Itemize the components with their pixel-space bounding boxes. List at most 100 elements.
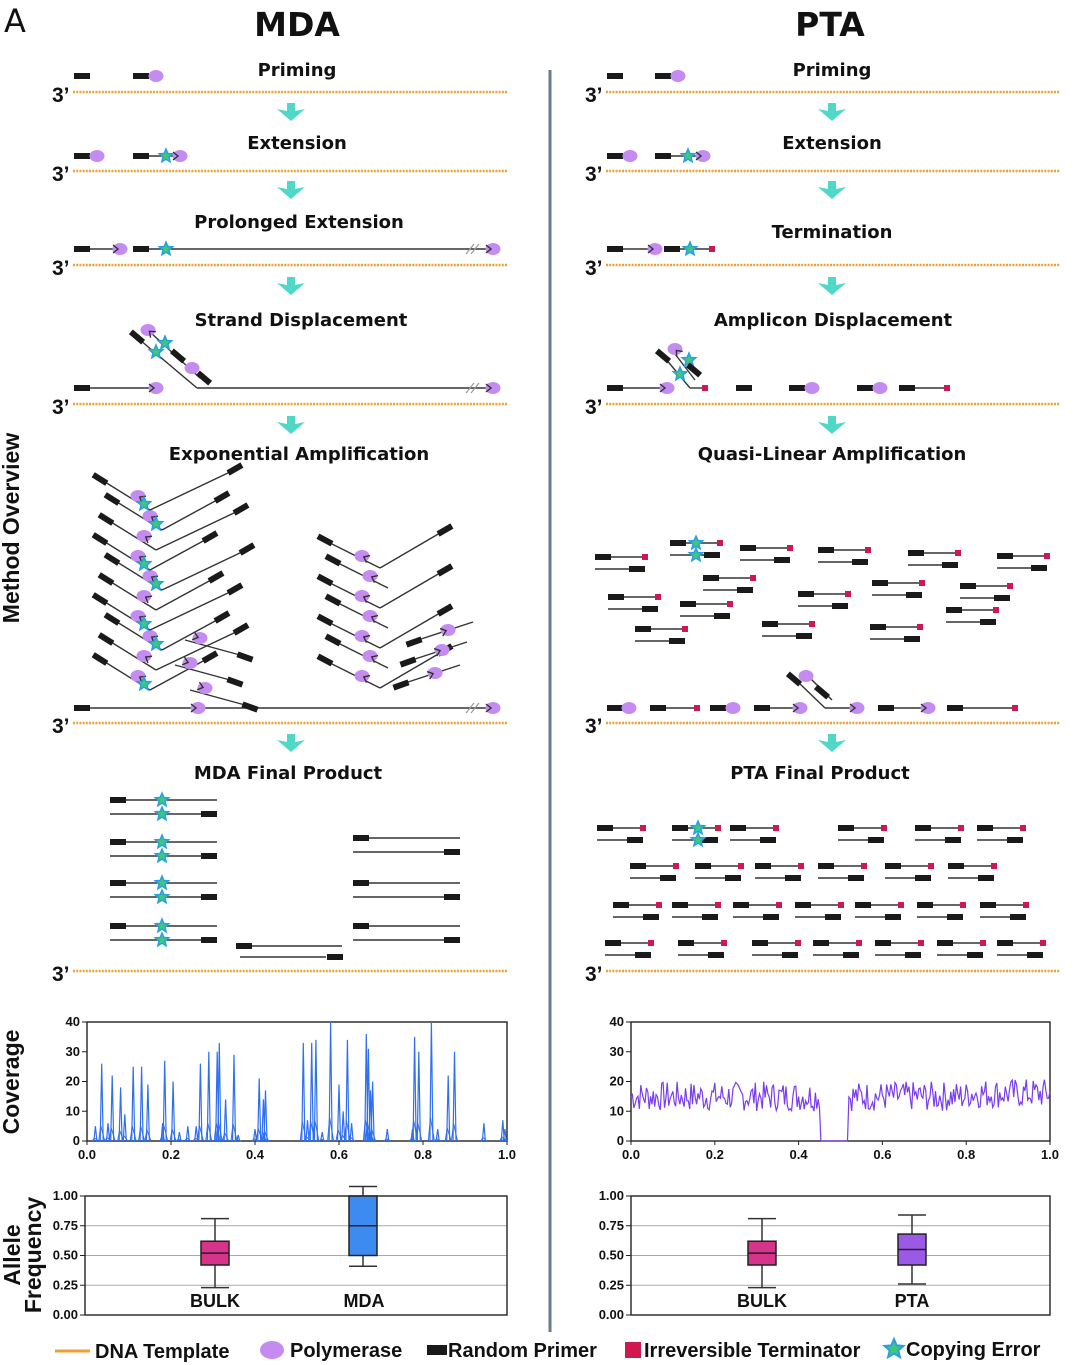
x-tick-label: 0.0 [622, 1147, 640, 1162]
three-prime-label: 3’ [585, 963, 603, 986]
coverage-peak [177, 1131, 182, 1142]
star-icon [147, 343, 165, 360]
star-icon [157, 240, 175, 257]
primer-icon [737, 587, 753, 593]
polymerase-icon [621, 702, 637, 714]
coverage-peak [345, 1039, 350, 1142]
polymerase-icon [130, 610, 146, 622]
primer-icon [642, 606, 658, 612]
coverage-peak-base [117, 1128, 125, 1142]
terminator-icon [773, 825, 779, 831]
primer-icon [1027, 952, 1043, 958]
mda-step-strand-displacement: Strand Displacement [195, 310, 408, 331]
strand-line [155, 631, 237, 671]
box-label-mda: MDA [344, 1291, 385, 1311]
primer-icon [201, 530, 219, 544]
x-tick-label: 1.0 [498, 1147, 516, 1162]
terminator-icon [856, 940, 862, 946]
primer-icon [885, 914, 901, 920]
polymerase-icon [362, 570, 378, 582]
terminator-icon [881, 825, 887, 831]
primer-icon [714, 613, 730, 619]
y-tick-label: 0.25 [53, 1277, 78, 1292]
y-tick-label: 0.50 [53, 1248, 78, 1263]
primer-icon [977, 825, 993, 831]
polymerase-icon [798, 670, 814, 682]
polymerase-icon [872, 382, 888, 394]
primer-icon [736, 385, 752, 391]
terminator-icon [991, 863, 997, 869]
coverage-peak [145, 1084, 150, 1142]
primer-icon [942, 562, 958, 568]
primer-icon [201, 853, 217, 859]
mda-step-prolonged-extension: Prolonged Extension [194, 212, 404, 233]
terminator-icon [865, 547, 871, 553]
coverage-peak [341, 1111, 346, 1142]
primer-icon [74, 153, 90, 159]
primer-icon [238, 542, 256, 556]
y-tick-label: 20 [66, 1074, 80, 1089]
coverage-peak-base [144, 1127, 152, 1142]
coverage-peak-base [348, 1136, 355, 1142]
star-icon [153, 874, 171, 891]
chart-frame [630, 1021, 1051, 1142]
primer-icon [236, 943, 252, 949]
down-arrow-icon [818, 181, 846, 199]
coverage-peak-base [169, 1128, 177, 1142]
terminator-icon [944, 385, 950, 391]
coverage-peak-base [434, 1137, 441, 1142]
primer-icon [785, 671, 803, 687]
down-arrow-icon [818, 734, 846, 752]
coverage-peak [231, 1054, 237, 1142]
polymerase-icon [130, 670, 146, 682]
arrowhead-icon [112, 244, 120, 254]
primer-icon [655, 73, 671, 79]
down-arrow-icon [277, 181, 305, 199]
strand-line [149, 539, 206, 571]
pta-step-final-product: PTA Final Product [730, 763, 910, 784]
terminator-icon [721, 940, 727, 946]
polymerase-icon [184, 362, 200, 374]
primer-icon [947, 914, 963, 920]
arrowhead-icon [792, 703, 800, 713]
coverage-peak [349, 1123, 354, 1142]
primer-icon [947, 705, 963, 711]
box-label-pta: PTA [895, 1291, 930, 1311]
three-prime-label: 3’ [585, 715, 603, 738]
allele-label-2: Frequency [20, 1197, 46, 1314]
star-icon [153, 791, 171, 808]
coverage-peak-base [480, 1136, 488, 1142]
polymerase-icon [354, 630, 370, 642]
strand-line [161, 499, 218, 531]
star-icon [153, 917, 171, 934]
down-arrow-icon [277, 734, 305, 752]
primer-icon [904, 636, 920, 642]
terminator-icon [694, 705, 700, 711]
terminator-icon [1012, 705, 1018, 711]
box-label-bulk-mda: BULK [190, 1291, 240, 1311]
coverage-peak [502, 1129, 507, 1142]
x-tick-label: 0.2 [706, 1147, 724, 1162]
coverage-peak [452, 1051, 457, 1142]
strand-line [110, 521, 157, 551]
primer-icon [899, 385, 915, 391]
polymerase-icon [725, 702, 741, 714]
primer-icon [945, 837, 961, 843]
coverage-peak-base [108, 1127, 116, 1142]
primer-icon [997, 553, 1013, 559]
polymerase-icon [148, 382, 164, 394]
terminator-icon [750, 575, 756, 581]
legend-dna-template: DNA Template [95, 1341, 229, 1363]
coverage-peak-base [205, 1123, 213, 1142]
primer-icon [97, 632, 115, 646]
primer-icon [825, 914, 841, 920]
polymerase-icon [485, 243, 501, 255]
primer-icon [128, 329, 146, 345]
coverage-peak-base [427, 1117, 435, 1142]
primer-icon [978, 875, 994, 881]
down-arrow-icon [277, 103, 305, 121]
three-prime-label: 3’ [52, 396, 70, 419]
primer-icon [654, 348, 672, 364]
coverage-peak-base [129, 1125, 137, 1142]
break-mark-icon [470, 382, 480, 394]
